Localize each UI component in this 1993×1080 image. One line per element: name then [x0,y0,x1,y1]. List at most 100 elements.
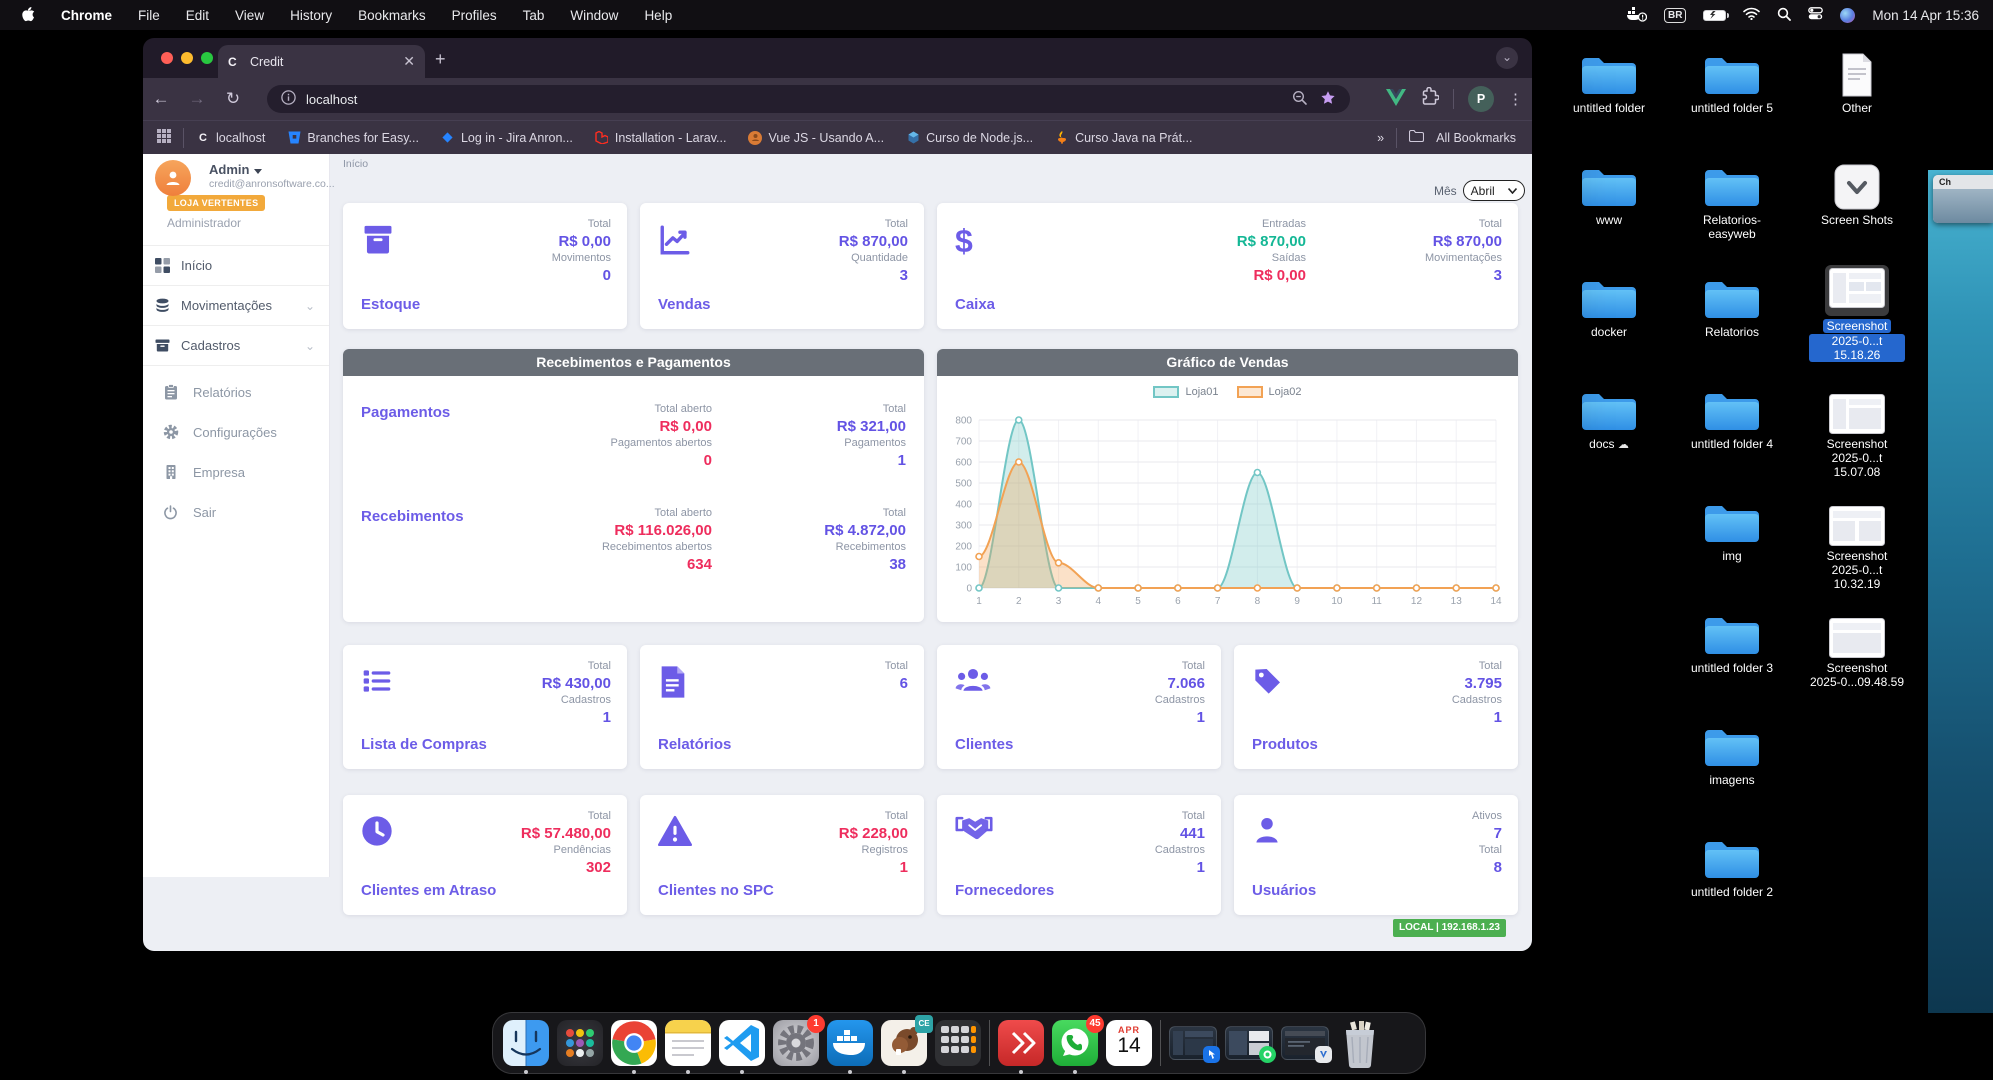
menu-app-name[interactable]: Chrome [61,7,113,23]
clientes-no-spc-link[interactable]: Clientes no SPC [658,882,774,899]
spotlight-search-icon[interactable] [1777,7,1792,24]
desktop-item-screenshot-4[interactable]: Screenshot 2025-0...09.48.59 [1809,608,1905,689]
window-maximize-button[interactable] [201,52,213,64]
back-button[interactable]: ← [152,89,170,108]
desktop-item-www[interactable]: www [1561,160,1657,227]
relatorios-link[interactable]: Relatórios [658,736,732,753]
dock-notes[interactable] [665,1020,711,1074]
forward-button[interactable]: → [188,89,206,108]
menu-help[interactable]: Help [644,7,673,23]
sidebar-item-configuracoes[interactable]: Configurações [143,412,329,452]
control-center-icon[interactable] [1808,7,1824,23]
menu-file[interactable]: File [138,7,160,23]
sidebar-item-cadastros[interactable]: Cadastros ⌄ [143,326,329,366]
breadcrumb[interactable]: Início [343,158,369,170]
desktop-item-other[interactable]: Other [1809,48,1905,115]
clientes-link[interactable]: Clientes [955,736,1014,753]
zoom-icon[interactable] [1292,90,1308,109]
desktop-item-untitled-folder-4[interactable]: untitled folder 4 [1684,384,1780,451]
dock-finder[interactable] [503,1020,549,1074]
user-profile[interactable]: Admin credit@anronsoftware.co... LOJA VE… [143,154,335,246]
site-info-icon[interactable] [281,90,296,108]
url-text[interactable]: localhost [306,91,358,107]
month-select[interactable]: Abril [1462,180,1525,201]
dock-calendar[interactable]: APR 14 [1106,1020,1152,1066]
bookmark-nodejs[interactable]: Curso de Node.js... [906,131,1033,145]
dock-trash[interactable] [1337,1020,1383,1068]
all-bookmarks-button[interactable]: All Bookmarks [1436,130,1516,145]
desktop-item-imagens[interactable]: imagens [1684,720,1780,787]
desktop-item-relatorios-easyweb[interactable]: Relatorios-easyweb [1684,160,1780,241]
lista-de-compras-link[interactable]: Lista de Compras [361,736,487,753]
dock-chrome[interactable] [611,1020,657,1074]
dock-minimized-window-2[interactable] [1225,1026,1276,1063]
wifi-icon[interactable] [1743,7,1761,23]
legend-loja01[interactable]: Loja01 [1153,386,1219,398]
menu-tab[interactable]: Tab [522,7,545,23]
sidebar-item-movimentacoes[interactable]: Movimentações ⌄ [143,286,329,326]
menu-history[interactable]: History [290,7,333,23]
docker-status-icon[interactable] [1626,6,1648,25]
desktop-item-screenshot-2[interactable]: Screenshot 2025-0...t 15.07.08 [1809,384,1905,479]
bookmark-jira[interactable]: Log in - Jira Anron... [441,131,573,145]
dock-minimized-window-3[interactable] [1281,1026,1332,1063]
dock-whatsapp[interactable]: 45 [1052,1015,1104,1074]
estoque-link[interactable]: Estoque [361,296,421,313]
new-tab-button[interactable]: + [435,49,446,69]
dock-dbeaver[interactable]: CE [881,1015,933,1074]
fornecedores-link[interactable]: Fornecedores [955,882,1055,899]
menu-window[interactable]: Window [570,7,619,23]
menu-bar-clock[interactable]: Mon 14 Apr 15:36 [1872,7,1979,23]
address-bar[interactable]: localhost [267,85,1350,113]
browser-tab-credit[interactable]: C Credit ✕ [218,45,425,78]
desktop-item-untitled-folder[interactable]: untitled folder [1561,48,1657,115]
menu-view[interactable]: View [235,7,265,23]
menu-edit[interactable]: Edit [185,7,210,23]
dock-anydesk[interactable] [998,1020,1044,1074]
tab-search-chevron-icon[interactable]: ⌄ [1496,47,1518,69]
desktop-item-docs[interactable]: docs ☁ [1561,384,1657,452]
desktop-item-screen-shots[interactable]: Screen Shots [1809,160,1905,227]
bookmark-java[interactable]: Curso Java na Prát... [1055,131,1192,145]
menu-profiles[interactable]: Profiles [451,7,497,23]
clientes-em-atraso-link[interactable]: Clientes em Atraso [361,882,497,899]
desktop-item-screenshot-3[interactable]: Screenshot 2025-0...t 10.32.19 [1809,496,1905,591]
bookmark-star-icon[interactable] [1320,90,1336,109]
bookmarks-overflow-chevron[interactable]: » [1377,130,1385,145]
desktop-item-screenshot-selected[interactable]: Screenshot 2025-0...t 15.18.26 [1809,265,1905,362]
desktop-item-untitled-folder-2[interactable]: untitled folder 2 [1684,832,1780,899]
window-close-button[interactable] [161,52,173,64]
dock-vscode[interactable] [719,1020,765,1074]
caixa-link[interactable]: Caixa [955,296,996,313]
sidebar-item-relatorios[interactable]: Relatórios [143,372,329,412]
dock-minimized-window-1[interactable] [1169,1026,1220,1063]
bookmark-laravel[interactable]: Installation - Larav... [595,131,726,145]
dock-launchpad[interactable] [557,1020,603,1066]
dock-docker[interactable] [827,1020,873,1074]
desktop-item-relatorios[interactable]: Relatorios [1684,272,1780,339]
apple-menu-icon[interactable] [22,6,35,25]
vue-devtools-icon[interactable] [1386,88,1406,111]
bookmark-vuejs[interactable]: Vue JS - Usando A... [748,130,884,145]
sidebar-item-empresa[interactable]: Empresa [143,452,329,492]
dock-system-settings[interactable]: 1 [773,1015,825,1066]
chrome-menu-icon[interactable]: ⋮ [1508,91,1524,108]
menu-bookmarks[interactable]: Bookmarks [358,7,426,23]
pagamentos-link[interactable]: Pagamentos [361,404,451,421]
legend-loja02[interactable]: Loja02 [1236,386,1302,398]
window-minimize-button[interactable] [181,52,193,64]
keyboard-layout-indicator[interactable]: BR [1663,7,1687,23]
profile-avatar[interactable]: P [1468,86,1494,112]
background-window-fragment[interactable]: Ch [1933,175,1993,223]
bookmark-bitbucket[interactable]: Branches for Easy... [287,131,419,145]
tab-close-icon[interactable]: ✕ [403,53,415,69]
siri-icon[interactable] [1840,7,1856,23]
vendas-link[interactable]: Vendas [658,296,711,313]
sidebar-item-inicio[interactable]: Início [143,246,329,286]
apps-grid-icon[interactable] [157,129,171,146]
desktop-item-img[interactable]: img [1684,496,1780,563]
desktop-item-untitled-folder-5[interactable]: untitled folder 5 [1684,48,1780,115]
recebimentos-link[interactable]: Recebimentos [361,508,464,525]
dock-calculator[interactable] [935,1020,981,1066]
